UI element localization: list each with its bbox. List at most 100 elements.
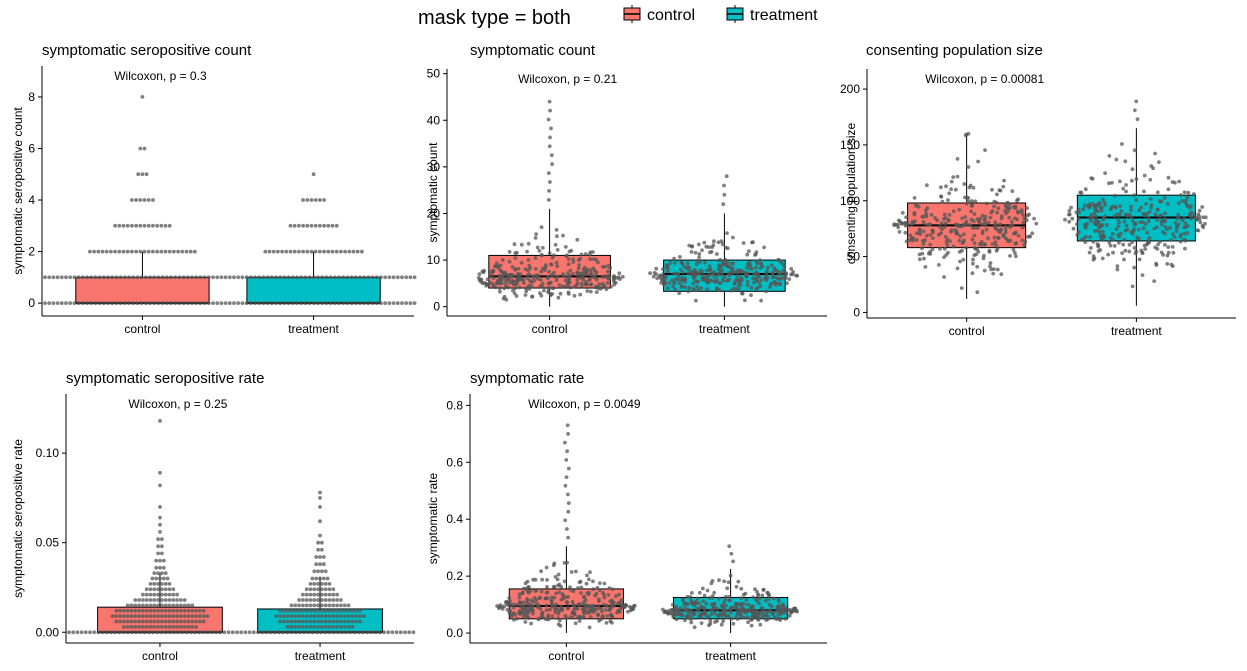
point [718, 264, 723, 269]
point [618, 277, 622, 281]
point [527, 283, 531, 288]
y-tick-label: 100 [840, 194, 860, 208]
point [1161, 253, 1165, 257]
point [518, 272, 523, 277]
point [1166, 187, 1171, 192]
point [1184, 224, 1189, 229]
point [180, 630, 185, 635]
point [194, 619, 199, 624]
point [1034, 221, 1039, 226]
point [691, 274, 696, 279]
point [953, 228, 958, 232]
point [167, 619, 172, 624]
point [738, 614, 743, 618]
point [1090, 201, 1094, 206]
point [983, 148, 987, 153]
point [408, 301, 413, 305]
point [718, 612, 723, 617]
point [685, 261, 690, 266]
point [565, 253, 569, 258]
point [160, 537, 164, 541]
point [549, 126, 553, 131]
point [954, 222, 958, 227]
point [578, 579, 583, 584]
point [690, 244, 695, 249]
point [320, 592, 324, 597]
point [693, 279, 698, 283]
point [755, 277, 759, 282]
point [1166, 202, 1170, 206]
point [134, 223, 139, 228]
point [148, 608, 153, 613]
point [507, 596, 512, 600]
point [695, 600, 699, 605]
point [766, 614, 771, 619]
point [310, 630, 315, 635]
point [122, 301, 127, 305]
point [141, 603, 145, 608]
point [202, 301, 207, 305]
point [140, 95, 145, 99]
point [318, 490, 322, 495]
point [320, 598, 324, 602]
point [602, 581, 607, 586]
point [312, 592, 317, 597]
point [263, 249, 268, 254]
point [211, 275, 215, 280]
point [1142, 189, 1146, 194]
point [198, 275, 203, 280]
point [271, 249, 276, 254]
point [692, 612, 697, 617]
y-axis-label: symptomatic rate [426, 472, 440, 564]
point [395, 275, 400, 280]
y-tick-label: 4 [28, 193, 35, 207]
point [727, 594, 732, 599]
point [605, 281, 610, 285]
point [152, 608, 157, 613]
point [227, 301, 232, 305]
point [547, 144, 552, 149]
point [750, 240, 754, 245]
point [741, 615, 746, 620]
point [617, 592, 621, 597]
point [355, 249, 360, 254]
point [320, 614, 324, 618]
point [235, 630, 239, 635]
point [513, 251, 518, 256]
point [395, 301, 400, 305]
point [285, 619, 290, 624]
point [339, 598, 343, 602]
point [665, 266, 670, 271]
point [358, 619, 362, 624]
point [540, 577, 544, 582]
point [515, 281, 519, 286]
point [330, 223, 335, 228]
point [707, 245, 711, 250]
points [43, 95, 417, 305]
point [768, 608, 773, 612]
point [43, 275, 47, 280]
point [577, 263, 581, 267]
point [182, 603, 187, 608]
point [696, 272, 701, 276]
point [517, 595, 522, 600]
point [383, 301, 388, 305]
point [683, 618, 687, 623]
point [144, 603, 149, 608]
point [125, 614, 130, 618]
point [619, 605, 624, 609]
point [316, 619, 320, 624]
point [232, 275, 236, 280]
point [1117, 220, 1121, 225]
point [747, 260, 752, 265]
point [549, 153, 554, 158]
point [522, 281, 526, 285]
point [975, 290, 980, 295]
point [114, 608, 119, 613]
point [305, 198, 310, 202]
point [661, 267, 665, 272]
point [311, 172, 316, 177]
